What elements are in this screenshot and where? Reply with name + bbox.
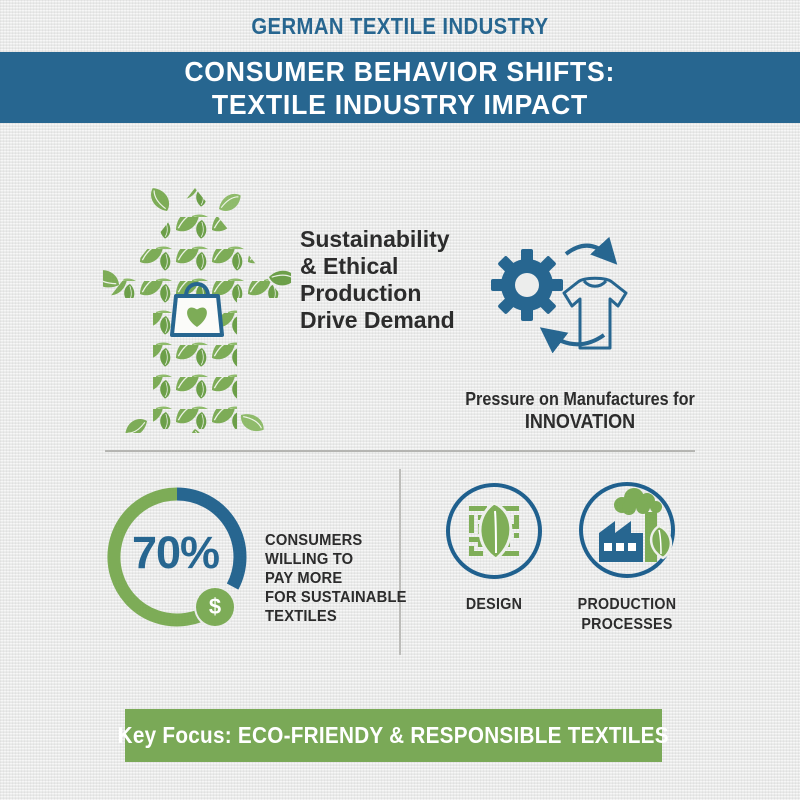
stat-caption-line: WILLING TO (265, 551, 354, 568)
production-label: PRODUCTION PROCESSES (577, 596, 677, 633)
gear-tshirt-cycle-icon (491, 236, 628, 354)
stat-caption: CONSUMERS WILLING TO PAY MORE FOR SUSTAI… (265, 531, 414, 626)
pressure-line-2: INNOVATION (524, 411, 636, 433)
horizontal-divider (105, 450, 695, 452)
dollar-symbol: $ (208, 594, 222, 619)
eyebrow-title: GERMAN TEXTILE INDUSTRY (251, 13, 549, 39)
eco-factory-icon (579, 482, 675, 578)
stat-caption-line: TEXTILES (265, 608, 337, 625)
shopping-bag-heart-icon (170, 282, 224, 337)
dollar-badge-icon: $ (196, 588, 234, 626)
demand-heading-line: Sustainability (300, 226, 450, 252)
donut-70-percent-chart (107, 487, 247, 627)
title-line-1: CONSUMER BEHAVIOR SHIFTS: (184, 55, 616, 87)
key-focus-text: Key Focus: ECO-FRIENDY & RESPONSIBLE TEX… (117, 722, 670, 748)
design-pattern-leaf-icon (446, 483, 542, 579)
stat-caption-line: CONSUMERS (265, 532, 363, 549)
key-focus-banner: Key Focus: ECO-FRIENDY & RESPONSIBLE TEX… (118, 709, 669, 762)
percent-value: 70% (132, 527, 220, 578)
vertical-divider (399, 469, 401, 655)
pressure-line-1: Pressure on Manufactures for (465, 389, 695, 409)
demand-heading-line: Drive Demand (300, 307, 455, 333)
demand-heading-line: & Ethical (300, 253, 399, 279)
demand-heading: Sustainability & Ethical Production Driv… (300, 226, 455, 334)
stat-caption-line: PAY MORE (265, 570, 343, 587)
stat-caption-line: FOR SUSTAINABLE (265, 589, 407, 606)
title-banner: CONSUMER BEHAVIOR SHIFTS: TEXTILE INDUST… (0, 52, 800, 123)
pressure-text: Pressure on Manufactures for INNOVATION (450, 388, 710, 434)
title-line-2: TEXTILE INDUSTRY IMPACT (211, 88, 589, 120)
design-label: DESIGN (465, 596, 523, 613)
demand-heading-line: Production (300, 280, 422, 306)
